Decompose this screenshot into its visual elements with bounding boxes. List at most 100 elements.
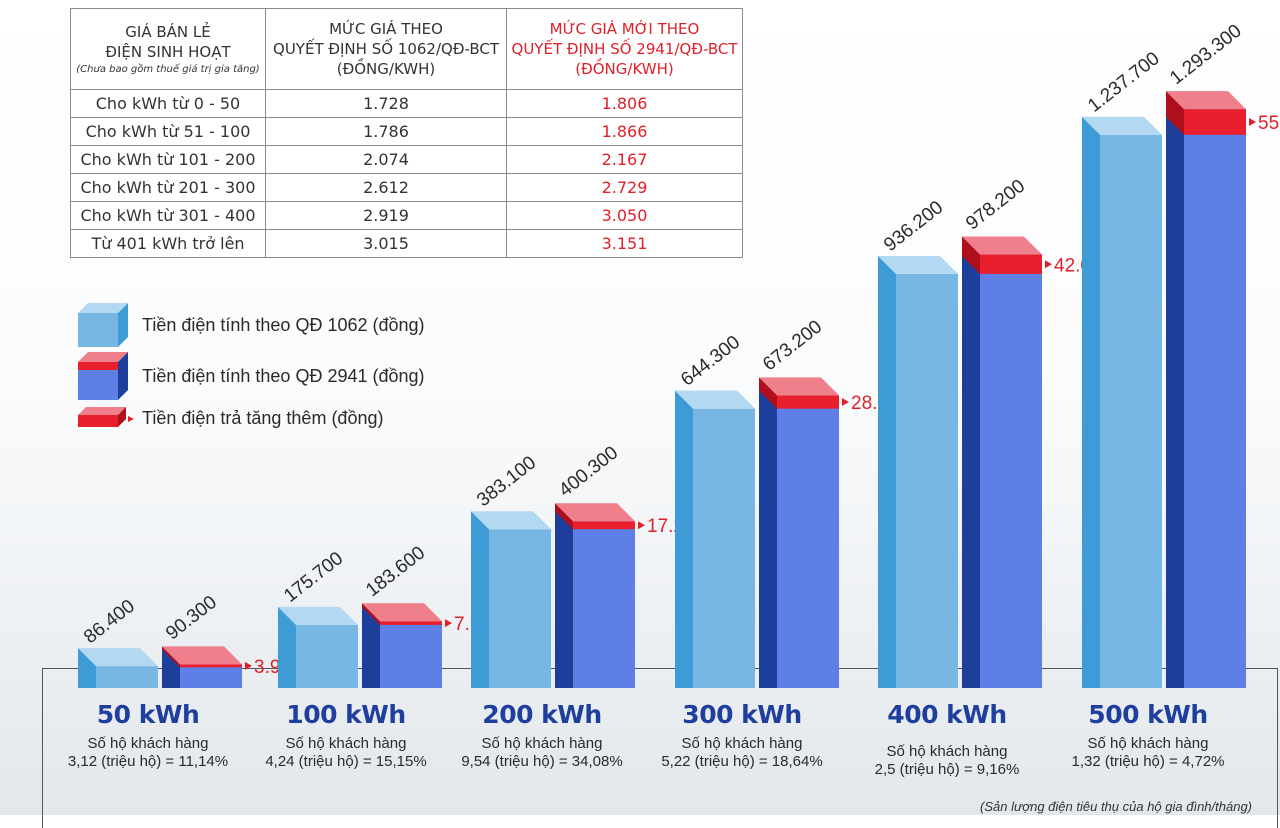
legend-increase-label: Tiền điện trả tăng thêm (đồng)	[142, 407, 384, 428]
bar-old-side	[675, 390, 693, 688]
bar-new-label: 183.600	[362, 542, 429, 601]
bar-new-top	[162, 646, 242, 665]
category-300: 300 kWh Số hộ khách hàng 5,22 (triệu hộ)…	[637, 700, 847, 771]
legend-new-swatch	[78, 352, 128, 400]
category-500: 500 kWh Số hộ khách hàng 1,32 (triệu hộ)…	[1043, 700, 1253, 771]
header-new-line3: (ĐỒNG/KWH)	[575, 60, 674, 78]
legend-new-label: Tiền điện tính theo QĐ 2941 (đồng)	[142, 365, 425, 386]
bar-old-label: 175.700	[280, 548, 347, 607]
bar-old-label: 936.200	[880, 197, 947, 256]
legend-new: Tiền điện tính theo QĐ 2941 (đồng)	[78, 352, 425, 400]
bar-old-side	[878, 255, 896, 688]
header-new-line2: QUYẾT ĐỊNH SỐ 2941/QĐ-BCT	[511, 40, 738, 58]
header-tier-line1: GIÁ BÁN LẺ	[125, 22, 211, 41]
table-row: Từ 401 kWh trở lên 3.015 3.151	[70, 229, 743, 258]
bar-increase-front	[180, 664, 242, 668]
category-200: 200 kWh Số hộ khách hàng 9,54 (triệu hộ)…	[437, 700, 647, 771]
households-title: Số hộ khách hàng	[481, 735, 603, 752]
bar-old-top	[878, 255, 958, 274]
bar-new-label: 1.293.300	[1166, 20, 1246, 89]
bar-old-top	[278, 606, 358, 625]
header-old-line1: MỨC GIÁ THEO	[329, 20, 443, 38]
bar-new-label: 978.200	[962, 176, 1029, 235]
legend-old-label: Tiền điện tính theo QĐ 1062 (đồng)	[142, 314, 425, 335]
category-baseline-box	[42, 668, 1278, 828]
bar-new-front	[1184, 109, 1246, 689]
bar-old-side	[471, 511, 489, 688]
category-label: 500 kWh	[1088, 700, 1208, 729]
bar-old-label: 383.100	[473, 452, 540, 511]
category-400: 400 kWh Số hộ khách hàng 2,5 (triệu hộ) …	[842, 700, 1052, 779]
category-label: 200 kWh	[482, 700, 602, 729]
category-label: 100 kWh	[286, 700, 406, 729]
increase-arrow-icon	[638, 521, 645, 530]
legend-increase-swatch	[78, 407, 134, 427]
bar-old-top	[78, 648, 158, 667]
legend-old-swatch	[78, 303, 128, 347]
bar-new-side	[759, 377, 777, 688]
bar-old-front	[896, 273, 958, 688]
bar-new-front	[777, 395, 839, 688]
bar-new-top	[759, 377, 839, 396]
bar-new-top	[362, 603, 442, 622]
legend-old: Tiền điện tính theo QĐ 1062 (đồng)	[78, 303, 425, 347]
header-new-line1: MỨC GIÁ MỚI THEO	[549, 20, 700, 38]
header-old-price: MỨC GIÁ THEO QUYẾT ĐỊNH SỐ 1062/QĐ-BCT (…	[265, 8, 507, 90]
price-table: GIÁ BÁN LẺ ĐIỆN SINH HOẠT (Chưa bao gồm …	[70, 8, 743, 258]
category-label: 300 kWh	[682, 700, 802, 729]
households-value: 9,54 (triệu hộ) = 34,08%	[461, 753, 623, 770]
bar-old-label: 644.300	[677, 332, 744, 391]
header-old-line3: (ĐỒNG/KWH)	[336, 60, 436, 78]
table-row: Cho kWh từ 51 - 100 1.786 1.866	[70, 117, 743, 146]
table-header-row: GIÁ BÁN LẺ ĐIỆN SINH HOẠT (Chưa bao gồm …	[70, 8, 743, 90]
bar-increase-front	[777, 395, 839, 409]
increase-arrow-icon	[445, 619, 452, 628]
bar-old-front	[1100, 134, 1162, 688]
new-price-cell: 3.151	[506, 229, 743, 258]
bar-new-side	[555, 503, 573, 688]
households-value: 3,12 (triệu hộ) = 11,14%	[67, 753, 229, 770]
old-price-cell: 3.015	[265, 229, 507, 258]
old-price-cell: 1.786	[265, 117, 507, 146]
bar-old-top	[675, 390, 755, 409]
households-value: 2,5 (triệu hộ) = 9,16%	[874, 761, 1020, 778]
bar-increase-side	[962, 236, 980, 274]
bar-new-top	[1166, 91, 1246, 110]
bar-new-label: 673.200	[759, 316, 826, 375]
table-row: Cho kWh từ 101 - 200 2.074 2.167	[70, 145, 743, 174]
footnote: (Sản lượng điện tiêu thụ của hộ gia đình…	[980, 799, 1252, 814]
category-50: 50 kWh Số hộ khách hàng 3,12 (triệu hộ) …	[43, 700, 253, 771]
bar-new-side	[162, 646, 180, 688]
increase-arrow-icon	[842, 397, 849, 406]
bar-increase-side	[555, 503, 573, 530]
bar-new-label: 400.300	[555, 442, 622, 501]
bar-old-top	[471, 511, 551, 530]
table-row: Cho kWh từ 201 - 300 2.612 2.729	[70, 173, 743, 202]
households-title: Số hộ khách hàng	[681, 735, 803, 752]
bar-new-front	[380, 621, 442, 688]
increase-arrow-icon	[245, 661, 252, 670]
bar-old-front	[296, 624, 358, 688]
bar-old-side	[78, 648, 96, 688]
header-new-price: MỨC GIÁ MỚI THEO QUYẾT ĐỊNH SỐ 2941/QĐ-B…	[506, 8, 743, 90]
old-price-cell: 1.728	[265, 89, 507, 118]
bar-increase-side	[362, 603, 380, 625]
header-tier-line2: ĐIỆN SINH HOẠT	[105, 42, 231, 61]
bar-increase-front	[380, 621, 442, 625]
households-title: Số hộ khách hàng	[1087, 735, 1209, 752]
bar-new-label: 90.300	[162, 592, 221, 644]
bar-new-side	[1166, 91, 1184, 689]
bar-new-front	[980, 254, 1042, 688]
bar-new-front	[180, 664, 242, 688]
bar-increase-side	[162, 646, 180, 668]
increase-arrow-icon	[1249, 117, 1256, 126]
bar-new-top	[962, 236, 1042, 255]
bar-old-front	[96, 666, 158, 688]
new-price-cell: 2.729	[506, 173, 743, 202]
header-old-line2: QUYẾT ĐỊNH SỐ 1062/QĐ-BCT	[273, 40, 499, 58]
bar-old-side	[1082, 116, 1100, 688]
tier-cell: Cho kWh từ 101 - 200	[70, 145, 266, 174]
households-title: Số hộ khách hàng	[87, 735, 209, 752]
bar-increase-front	[573, 521, 635, 530]
category-label: 50 kWh	[96, 700, 200, 729]
